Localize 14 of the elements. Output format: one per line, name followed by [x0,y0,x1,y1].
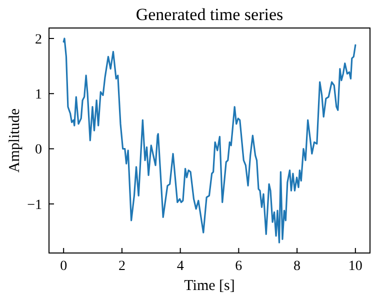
x-axis-title: Time [s] [184,278,235,294]
y-tick-label: 2 [35,32,42,48]
y-tick-label: 1 [35,88,42,103]
y-tick-label: −1 [27,198,42,213]
x-tick-label: 4 [176,259,184,274]
y-tick-label: 0 [35,142,42,158]
chart-title: Generated time series [136,5,284,24]
x-tick-label: 8 [294,259,301,274]
x-tick-label: 10 [348,259,362,274]
x-tick-label: 2 [118,259,126,274]
x-tick-label: 6 [235,259,242,274]
y-axis-title: Amplitude [7,108,23,173]
x-tick-label: 0 [60,259,68,274]
line-series [62,38,356,244]
